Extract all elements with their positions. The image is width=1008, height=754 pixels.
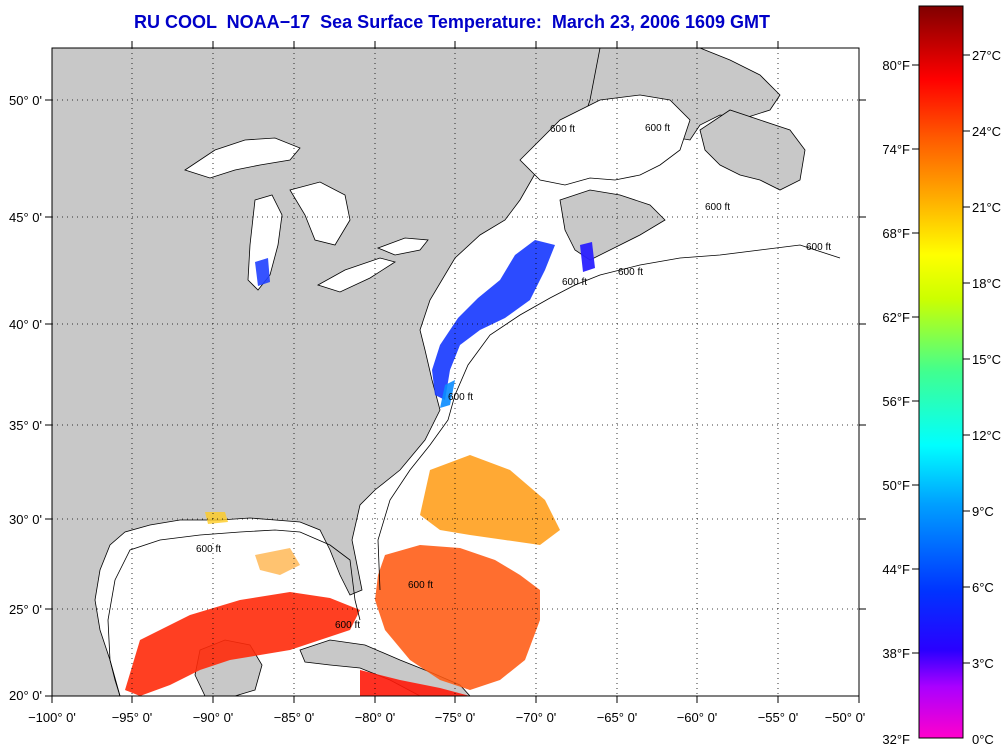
graticule	[52, 48, 859, 696]
isobath-label: 600 ft	[705, 202, 730, 213]
colorbar-gradient	[918, 5, 964, 739]
sst-lake-michigan	[255, 258, 270, 286]
isobath-label: 600 ft	[408, 580, 433, 591]
lon-tick-label: −80° 0'	[355, 710, 396, 725]
sst-gulf-maine-cold	[580, 242, 595, 272]
colorbar-celsius-labels: 27°C 24°C 21°C 18°C 15°C 12°C 9°C 6°C 3°…	[972, 48, 1001, 747]
lon-tick-label: −90° 0'	[193, 710, 234, 725]
lat-tick-label: 20° 0'	[9, 688, 42, 703]
celsius-tick-label: 21°C	[972, 200, 1001, 215]
celsius-tick-label: 9°C	[972, 504, 994, 519]
lat-tick-label: 30° 0'	[9, 512, 42, 527]
sst-gulf-red	[125, 592, 360, 696]
sst-gulf-scatter-orange	[255, 548, 300, 575]
isobath-label: 600 ft	[618, 267, 643, 278]
fahrenheit-tick-label: 62°F	[882, 310, 910, 325]
newfoundland-land	[699, 109, 806, 191]
celsius-tick-label: 15°C	[972, 352, 1001, 367]
isobath-label: 600 ft	[806, 242, 831, 253]
celsius-tick-label: 18°C	[972, 276, 1001, 291]
lake-erie	[316, 257, 396, 293]
lon-tick-label: −70° 0'	[516, 710, 557, 725]
celsius-tick-label: 27°C	[972, 48, 1001, 63]
lon-tick-label: −100° 0'	[28, 710, 76, 725]
lat-tick-label: 40° 0'	[9, 317, 42, 332]
isobath-labels: 600 ft 600 ft 600 ft 600 ft 600 ft 600 f…	[196, 123, 831, 631]
fahrenheit-tick-label: 38°F	[882, 646, 910, 661]
fahrenheit-tick-label: 74°F	[882, 142, 910, 157]
sst-cool-offshore	[440, 380, 455, 408]
lon-tick-label: −95° 0'	[112, 710, 153, 725]
sst-gulf-stream-orange	[420, 455, 560, 545]
isobath-label: 600 ft	[196, 544, 221, 555]
latitude-labels: 50° 0' 45° 0' 40° 0' 35° 0' 30° 0' 25° 0…	[9, 93, 42, 703]
lon-tick-label: −75° 0'	[435, 710, 476, 725]
celsius-tick-label: 12°C	[972, 428, 1001, 443]
isobath-label: 600 ft	[550, 124, 575, 135]
map-title: RU COOL NOAA−17 Sea Surface Temperature:…	[133, 12, 771, 32]
longitude-labels: −100° 0' −95° 0' −90° 0' −85° 0' −80° 0'…	[28, 710, 865, 725]
lake-superior	[184, 137, 301, 179]
lake-ontario	[376, 237, 429, 256]
fahrenheit-tick-label: 44°F	[882, 562, 910, 577]
lat-tick-label: 35° 0'	[9, 418, 42, 433]
sst-caribbean-red	[360, 670, 470, 696]
lon-tick-label: −85° 0'	[274, 710, 315, 725]
colorbar: 80°F 74°F 68°F 62°F 56°F 50°F 44°F 38°F …	[882, 5, 1001, 747]
lon-tick-label: −65° 0'	[597, 710, 638, 725]
celsius-tick-label: 0°C	[972, 732, 994, 747]
isobath-label: 600 ft	[335, 620, 360, 631]
colorbar-fahrenheit-labels: 80°F 74°F 68°F 62°F 56°F 50°F 44°F 38°F …	[882, 58, 910, 747]
fahrenheit-tick-label: 56°F	[882, 394, 910, 409]
lon-tick-label: −55° 0'	[758, 710, 799, 725]
sst-cold-shelf	[432, 240, 555, 400]
lon-tick-label: −60° 0'	[677, 710, 718, 725]
celsius-tick-label: 3°C	[972, 656, 994, 671]
fahrenheit-tick-label: 32°F	[882, 732, 910, 747]
celsius-tick-label: 24°C	[972, 124, 1001, 139]
fahrenheit-tick-label: 50°F	[882, 478, 910, 493]
axis-ticks	[45, 41, 866, 703]
isobath-label: 600 ft	[448, 392, 473, 403]
lat-tick-label: 25° 0'	[9, 602, 42, 617]
colorbar-ticks	[912, 54, 970, 664]
isobath-label: 600 ft	[562, 277, 587, 288]
fahrenheit-tick-label: 68°F	[882, 226, 910, 241]
isobath-600ft	[107, 244, 841, 696]
sst-gulf-coast-yellow	[205, 512, 228, 524]
isobath-label: 600 ft	[645, 123, 670, 134]
maritimes-land	[559, 189, 666, 261]
lon-tick-label: −50° 0'	[825, 710, 866, 725]
map-area: 600 ft 600 ft 600 ft 600 ft 600 ft 600 f…	[52, 48, 859, 696]
st-lawrence-gulf	[519, 94, 691, 186]
celsius-tick-label: 6°C	[972, 580, 994, 595]
cuba-land	[299, 639, 471, 696]
sst-subtropical-orange-red	[375, 545, 540, 690]
lake-huron	[289, 181, 351, 246]
fahrenheit-tick-label: 80°F	[882, 58, 910, 73]
lat-tick-label: 50° 0'	[9, 93, 42, 108]
lat-tick-label: 45° 0'	[9, 210, 42, 225]
